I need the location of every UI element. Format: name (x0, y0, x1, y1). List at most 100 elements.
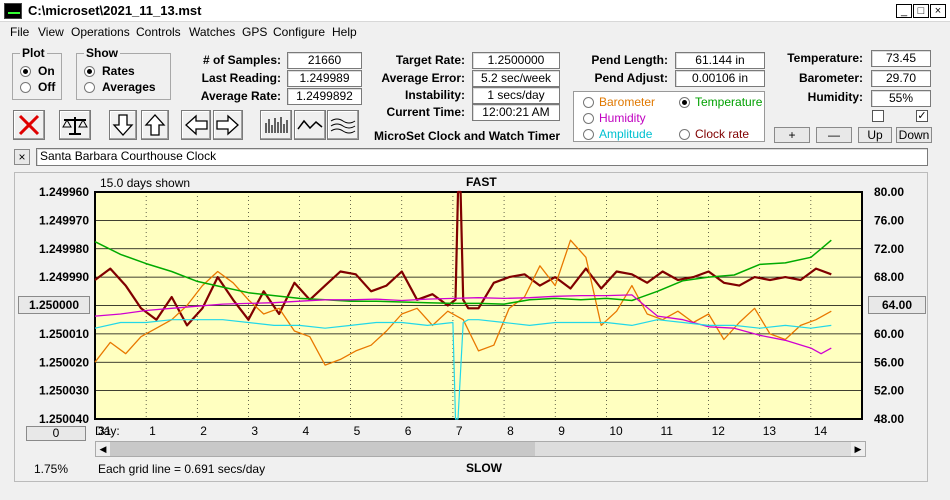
y-right-tick-label: 76.00 (874, 213, 904, 227)
current-time-label: Current Time: (386, 105, 465, 119)
decrease-button[interactable]: — (816, 127, 852, 143)
y-right-tick-label: 72.00 (874, 242, 904, 256)
days-shown-label: 15.0 days shown (100, 176, 191, 190)
menu-gps[interactable]: GPS (242, 25, 268, 39)
x-tick-label: 6 (405, 424, 412, 438)
clock-name-field[interactable]: Santa Barbara Courthouse Clock (36, 148, 928, 166)
humidity-radio[interactable] (583, 113, 594, 124)
barometer-radio[interactable] (583, 97, 594, 108)
pend-adjust-label: Pend Adjust: (594, 71, 668, 85)
temperature-option-label: Temperature (695, 95, 763, 109)
last-reading-label: Last Reading: (201, 71, 281, 85)
balance-button[interactable] (59, 110, 91, 140)
clock-rate-option-label: Clock rate (695, 127, 750, 141)
arrow-down-button[interactable] (109, 110, 137, 140)
grid-note-label: Each grid line = 0.691 secs/day (98, 462, 266, 476)
arrow-left-button[interactable] (181, 110, 211, 140)
increase-button[interactable]: + (774, 127, 810, 143)
left-axis-center-button[interactable]: 1.250000 (18, 296, 90, 314)
y-right-tick-label: 80.00 (874, 185, 904, 199)
menu-configure[interactable]: Configure (273, 25, 326, 39)
show-rates-radio[interactable] (84, 66, 95, 77)
bar-graph-button[interactable] (260, 110, 292, 140)
barometer-option-label: Barometer (599, 95, 656, 109)
chart-bottom-slow: SLOW (466, 461, 502, 475)
x-tick-label: 4 (303, 424, 310, 438)
show-averages-radio[interactable] (84, 82, 95, 93)
pend-length-field[interactable]: 61.144 in (675, 52, 765, 69)
amplitude-option-label: Amplitude (599, 127, 653, 141)
clear-name-button[interactable]: × (14, 149, 30, 165)
average-rate-field: 1.2499892 (287, 88, 362, 105)
arrow-right-icon (216, 114, 239, 136)
pend-adjust-field[interactable]: 0.00106 in (675, 70, 765, 87)
sensor-select-box (573, 91, 765, 142)
option-checkbox-1[interactable] (872, 110, 884, 122)
option-checkbox-2[interactable]: ✓ (916, 110, 928, 122)
pend-length-label: Pend Length: (591, 53, 668, 67)
x-tick-label: 13 (763, 424, 777, 438)
menu-operations[interactable]: Operations (71, 25, 130, 39)
menu-bar: File View Operations Controls Watches GP… (0, 22, 950, 42)
close-button[interactable]: × (930, 4, 946, 18)
zoom-label: 1.75% (34, 462, 69, 476)
arrow-up-button[interactable] (141, 110, 169, 140)
menu-view[interactable]: View (38, 25, 64, 39)
scroll-left-arrow[interactable]: ◀ (96, 442, 110, 456)
x-tick-label: 14 (814, 424, 828, 438)
amplitude-radio[interactable] (583, 129, 594, 140)
up-button[interactable]: Up (858, 127, 892, 143)
plot-on-radio[interactable] (20, 66, 31, 77)
barometer-field: 29.70 (871, 70, 931, 87)
arrow-right-button[interactable] (213, 110, 243, 140)
samples-label: # of Samples: (202, 53, 281, 67)
menu-controls[interactable]: Controls (136, 25, 181, 39)
chart-frame (14, 172, 928, 482)
menu-help[interactable]: Help (332, 25, 357, 39)
menu-watches[interactable]: Watches (189, 25, 236, 39)
window-title: C:\microset\2021_11_13.mst (28, 3, 202, 18)
stop-button[interactable] (13, 110, 45, 140)
line-graph-button[interactable] (294, 110, 326, 140)
humidity-field: 55% (871, 90, 931, 107)
show-averages-label: Averages (102, 80, 156, 94)
series-line-humidity (94, 294, 832, 355)
title-bar: C:\microset\2021_11_13.mst _ □ × (0, 0, 950, 22)
smooth-graph-button[interactable] (327, 110, 359, 140)
average-rate-label: Average Rate: (200, 89, 281, 103)
maximize-button[interactable]: □ (913, 4, 929, 18)
show-group-title: Show (84, 46, 120, 60)
x-tick-label: 31 (98, 424, 112, 438)
balance-scale-icon (62, 117, 88, 135)
minimize-button[interactable]: _ (896, 4, 912, 18)
y-right-tick-label: 56.00 (874, 355, 904, 369)
scroll-position-button[interactable]: 0 (26, 426, 86, 441)
show-group (76, 53, 171, 100)
right-axis-center-button[interactable]: 64.00 (868, 296, 926, 314)
scroll-right-arrow[interactable]: ▶ (851, 442, 865, 456)
plot-on-label: On (38, 64, 55, 78)
current-time-field: 12:00:21 AM (472, 104, 560, 121)
plot-off-radio[interactable] (20, 82, 31, 93)
down-button[interactable]: Down (896, 127, 932, 143)
arrow-up-icon (144, 114, 166, 136)
x-tick-label: 12 (712, 424, 726, 438)
target-rate-field[interactable]: 1.2500000 (472, 52, 560, 69)
x-tick-label: 11 (660, 424, 673, 438)
y-left-tick-label: 1.250040 (39, 412, 89, 426)
menu-file[interactable]: File (10, 25, 30, 39)
temperature-radio[interactable] (679, 97, 690, 108)
x-tick-label: 1 (149, 424, 156, 438)
arrow-left-icon (185, 114, 208, 136)
series-line-clock-rate (94, 190, 832, 327)
x-tick-label: 8 (507, 424, 514, 438)
y-left-tick-label: 1.250020 (39, 355, 89, 369)
series-line-amplitude (94, 319, 832, 420)
temperature-field: 73.45 (871, 50, 931, 67)
y-left-tick-label: 1.250030 (39, 384, 89, 398)
average-error-label: Average Error: (381, 71, 465, 85)
red-x-icon (18, 114, 40, 136)
x-tick-label: 2 (200, 424, 207, 438)
clock-rate-radio[interactable] (679, 129, 690, 140)
scroll-thumb[interactable] (110, 442, 535, 456)
